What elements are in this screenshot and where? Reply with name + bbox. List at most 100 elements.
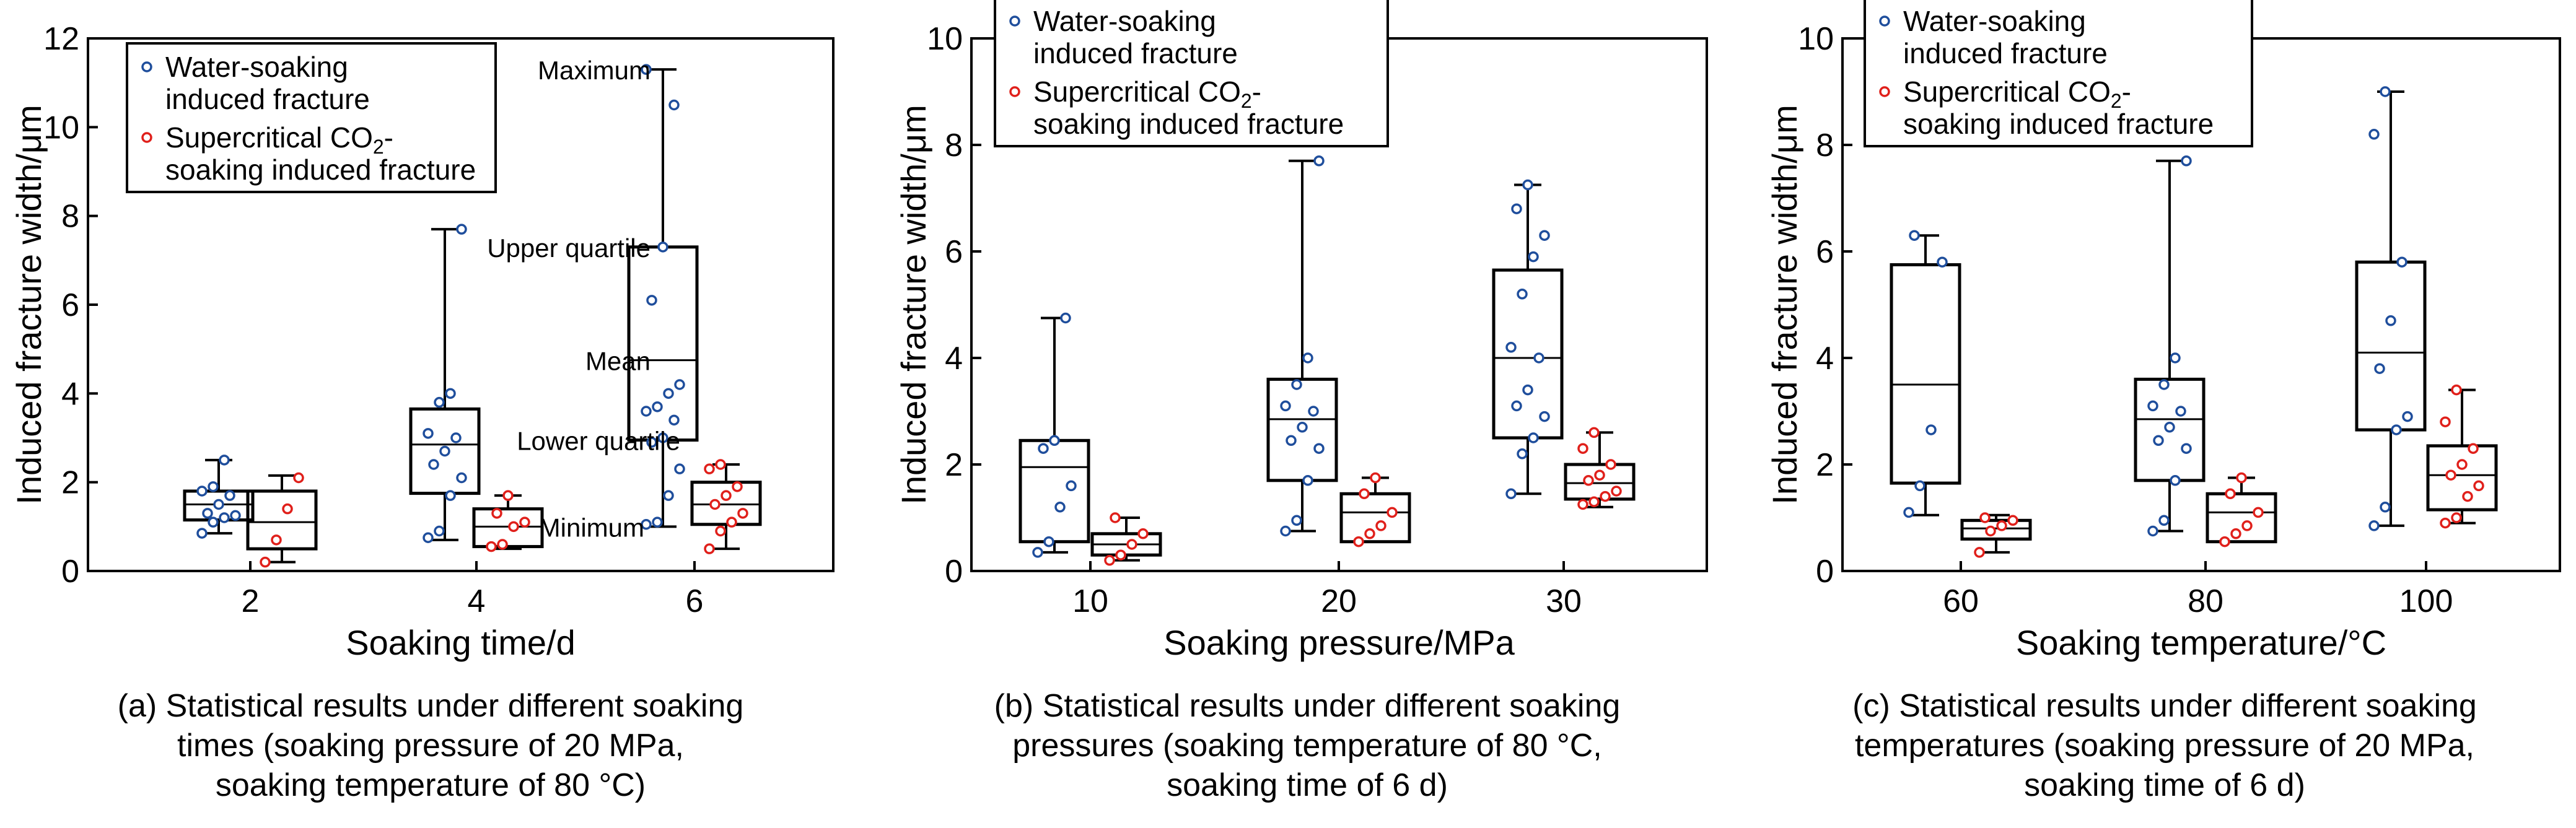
data-point xyxy=(1137,528,1149,539)
data-point xyxy=(2175,406,2186,417)
data-point xyxy=(1370,472,1381,484)
data-point xyxy=(1353,536,1364,547)
data-point xyxy=(1925,424,1937,435)
box-water-2 xyxy=(1492,179,1564,500)
data-point xyxy=(1522,179,1533,191)
data-point xyxy=(486,541,497,552)
data-point xyxy=(2396,256,2407,268)
data-point xyxy=(491,508,502,519)
data-point xyxy=(2391,424,2402,435)
data-point xyxy=(2456,459,2468,470)
data-point xyxy=(497,539,508,550)
caption-a-line1: (a) Statistical results under different … xyxy=(117,688,744,724)
box-water-2 xyxy=(627,64,699,530)
legend-water-line2: induced fracture xyxy=(1903,37,2108,69)
data-point xyxy=(2440,517,2451,529)
data-point xyxy=(737,508,748,519)
data-point xyxy=(2147,525,2158,537)
data-point xyxy=(1539,411,1550,422)
data-point xyxy=(2158,515,2170,526)
data-point xyxy=(1302,475,1313,486)
data-point xyxy=(456,224,467,235)
data-point xyxy=(1577,499,1588,510)
box-iqr xyxy=(183,489,255,522)
data-point xyxy=(1594,469,1605,481)
legend-co2-line1: Supercritical CO2- xyxy=(1033,76,1261,112)
box-water-0 xyxy=(1890,230,1961,518)
data-point xyxy=(456,472,467,484)
data-point xyxy=(1280,400,1291,412)
data-point xyxy=(423,532,434,543)
caption-b: (b) Statistical results under different … xyxy=(880,686,1735,805)
data-point xyxy=(1364,528,1375,539)
data-point xyxy=(1308,406,1319,417)
data-point xyxy=(2236,472,2247,484)
box-water-0 xyxy=(183,455,255,539)
y-tick-label: 4 xyxy=(1816,341,1834,377)
data-point xyxy=(423,428,434,439)
caption-a-line3: soaking temperature of 80 °C) xyxy=(215,767,646,803)
caption-c-line1: (c) Statistical results under different … xyxy=(1852,688,2477,724)
data-point xyxy=(2181,155,2192,167)
legend-co2-line2: soaking induced fracture xyxy=(165,154,476,186)
data-point xyxy=(2007,515,2018,526)
y-tick-label: 8 xyxy=(1816,128,1834,163)
data-point xyxy=(2230,528,2241,539)
data-point xyxy=(668,414,680,426)
data-point xyxy=(1903,507,1914,518)
data-point xyxy=(1611,486,1622,497)
data-point xyxy=(1387,507,1398,518)
data-point xyxy=(2219,536,2230,547)
x-tick-label: 4 xyxy=(468,583,486,619)
data-point xyxy=(641,519,652,530)
data-point xyxy=(1291,379,1302,390)
legend-water-line1: Water-soaking xyxy=(1903,5,2086,37)
data-point xyxy=(1297,422,1308,433)
caption-a-line2: times (soaking pressure of 20 MPa, xyxy=(177,728,684,764)
data-point xyxy=(2368,520,2380,531)
data-point xyxy=(1909,230,1920,241)
x-tick-label: 30 xyxy=(1546,583,1582,619)
data-point xyxy=(2451,384,2462,396)
legend-water-line1: Water-soaking xyxy=(165,51,348,83)
box-co2-1 xyxy=(472,490,544,552)
data-point xyxy=(1104,555,1115,566)
data-point xyxy=(230,510,241,521)
box-iqr xyxy=(2134,377,2206,482)
box-co2-0 xyxy=(1960,512,2032,558)
data-point xyxy=(1517,448,1528,460)
data-point xyxy=(1605,459,1616,470)
box-annotations: Maximum Upper quartile Mean Lower quartile M… xyxy=(487,56,680,542)
box-iqr xyxy=(1564,463,1636,501)
annotation-maximum: Maximum xyxy=(538,56,651,85)
y-tick-label: 4 xyxy=(61,376,79,412)
box-iqr xyxy=(2206,492,2277,544)
legend-co2-line1: Supercritical CO2- xyxy=(165,121,393,158)
data-point xyxy=(213,499,224,510)
data-point xyxy=(668,99,680,111)
data-point xyxy=(1038,443,1049,454)
y-tick-label: 8 xyxy=(61,199,79,235)
data-point xyxy=(1522,384,1533,396)
data-point xyxy=(674,463,685,474)
x-tick-label: 20 xyxy=(1321,583,1357,619)
box-co2-0 xyxy=(246,472,318,568)
data-point xyxy=(641,406,652,417)
legend-marker-co2 xyxy=(141,132,152,143)
data-point xyxy=(1985,525,1996,537)
legend-water-line2: induced fracture xyxy=(165,83,370,115)
y-tick-label: 6 xyxy=(945,234,963,270)
data-point xyxy=(439,445,450,457)
x-tick-label: 80 xyxy=(2188,583,2223,619)
data-point xyxy=(502,490,514,501)
box-water-1 xyxy=(409,224,481,543)
data-point xyxy=(434,396,445,408)
data-point xyxy=(1505,342,1517,353)
y-tick-label: 2 xyxy=(61,465,79,501)
data-point xyxy=(1979,512,1991,523)
data-point xyxy=(704,543,715,554)
x-tick-label: 2 xyxy=(242,583,260,619)
data-point xyxy=(1060,312,1071,324)
data-point xyxy=(1505,488,1517,500)
legend-co2-line2: soaking induced fracture xyxy=(1903,108,2214,140)
